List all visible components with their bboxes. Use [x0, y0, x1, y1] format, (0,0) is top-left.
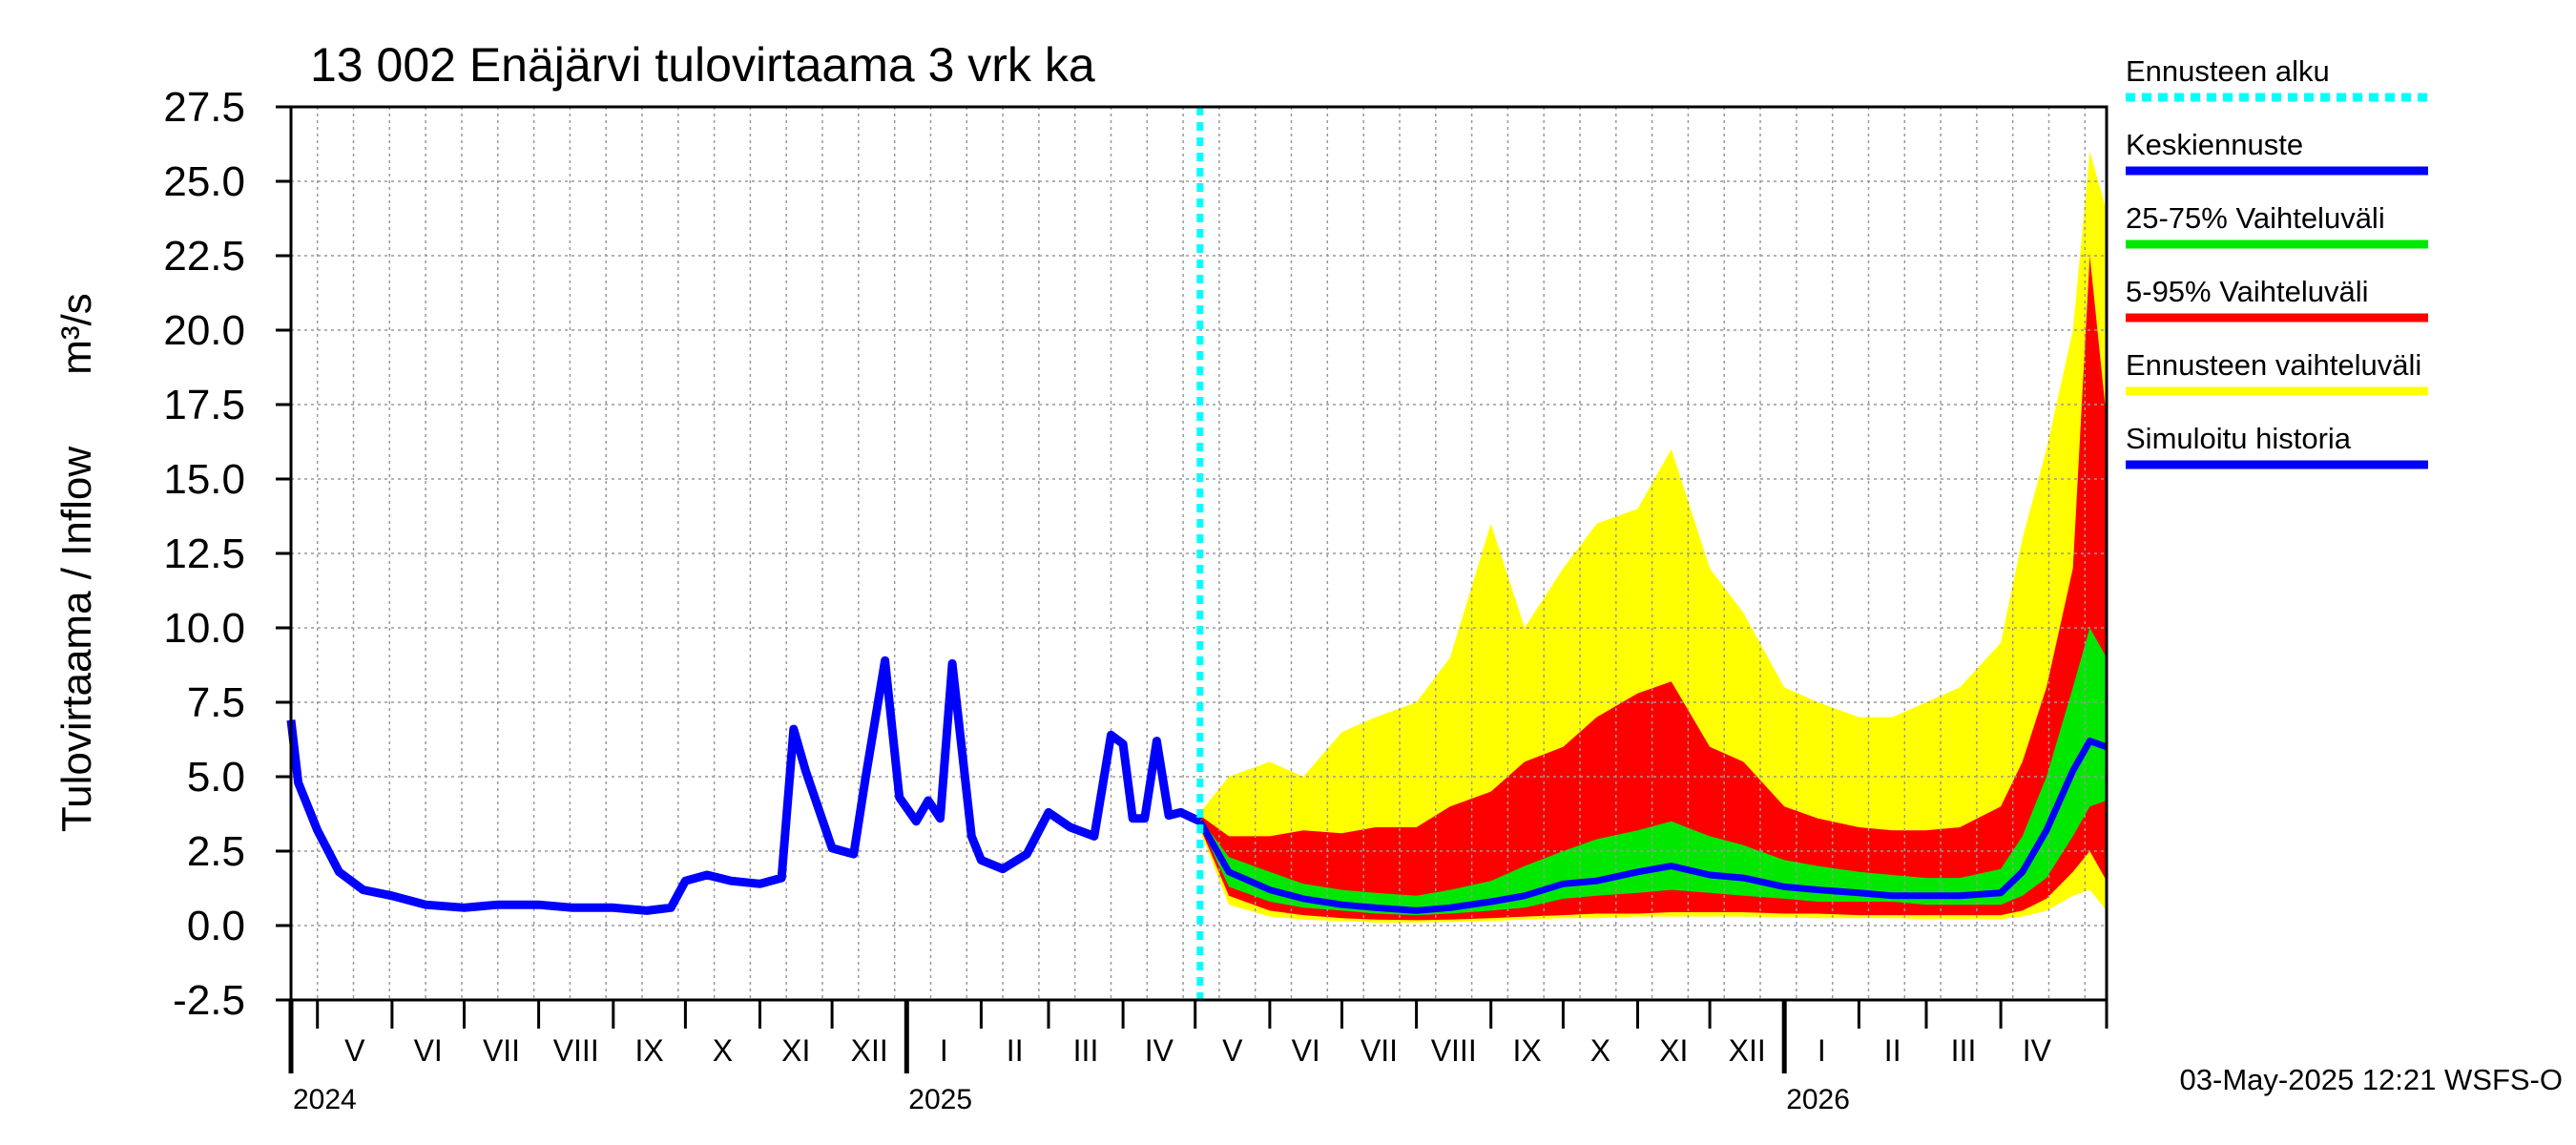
- y-axis-label: Tulovirtaama / Inflow: [53, 447, 100, 833]
- month-label: IX: [1512, 1033, 1541, 1068]
- y-tick-label: -2.5: [173, 977, 245, 1024]
- month-label: III: [1073, 1033, 1099, 1068]
- mean-forecast-line: [1196, 738, 2109, 914]
- month-label: V: [344, 1033, 365, 1068]
- month-label: IV: [1145, 1033, 1174, 1068]
- grid-lines: [291, 107, 2107, 1000]
- month-label: III: [1951, 1033, 1977, 1068]
- month-label: X: [713, 1033, 733, 1068]
- month-label: XI: [781, 1033, 810, 1068]
- y-tick-label: 12.5: [163, 531, 245, 577]
- month-label: VIII: [553, 1033, 599, 1068]
- range-band: [1199, 151, 2107, 923]
- year-label: 2026: [1786, 1084, 1850, 1115]
- p25-75-band: [1199, 628, 2107, 916]
- y-tick-label: 15.0: [163, 456, 245, 503]
- year-label: 2024: [293, 1084, 357, 1115]
- month-label: XI: [1659, 1033, 1688, 1068]
- chart-title: 13 002 Enäjärvi tulovirtaama 3 vrk ka: [310, 38, 1095, 92]
- year-label: 2025: [908, 1084, 972, 1115]
- month-label: II: [1884, 1033, 1901, 1068]
- y-tick-label: 20.0: [163, 307, 245, 354]
- month-label: VIII: [1431, 1033, 1477, 1068]
- month-label: VI: [1292, 1033, 1320, 1068]
- y-axis: -2.5 0.0 2.5 5.0 7.5 10.0 12.5 15.0 17.5 20.0 22.5…: [163, 84, 291, 1024]
- month-label: XII: [1729, 1033, 1766, 1068]
- month-label: I: [1818, 1033, 1826, 1068]
- month-label: V: [1222, 1033, 1243, 1068]
- month-label: II: [1007, 1033, 1024, 1068]
- timestamp-footer: 03-May-2025 12:21 WSFS-O: [2180, 1063, 2563, 1096]
- legend-label: Ennusteen alku: [2126, 54, 2330, 88]
- month-label: XII: [851, 1033, 888, 1068]
- month-label: VII: [483, 1033, 520, 1068]
- history-line: [286, 656, 1202, 915]
- y-tick-label: 22.5: [163, 233, 245, 280]
- y-tick-label: 10.0: [163, 605, 245, 652]
- legend-label: Keskiennuste: [2126, 128, 2303, 161]
- legend-label: Ennusteen vaihteluväli: [2126, 348, 2421, 382]
- y-tick-label: 2.5: [187, 828, 245, 875]
- y-tick-label: 5.0: [187, 754, 245, 801]
- y-tick-label: 7.5: [187, 679, 245, 726]
- month-label: IV: [2023, 1033, 2052, 1068]
- y-tick-label: 17.5: [163, 382, 245, 428]
- month-label: VII: [1361, 1033, 1398, 1068]
- y-axis-unit: m³/s: [53, 293, 100, 375]
- month-label: VI: [414, 1033, 443, 1068]
- month-label: X: [1590, 1033, 1610, 1068]
- y-tick-label: 27.5: [163, 84, 245, 131]
- x-axis: V VI VII VIII IX X XI XII I II III IV V VI VII VIII IX X X…: [288, 1000, 2109, 1115]
- legend: Ennusteen alku Keskiennuste 25-75% Vaihtel…: [2126, 54, 2428, 469]
- y-tick-label: 0.0: [187, 903, 245, 949]
- legend-label: 25-75% Vaihteluväli: [2126, 201, 2385, 235]
- legend-label: 5-95% Vaihteluväli: [2126, 275, 2368, 308]
- series-lines: [286, 107, 2109, 1000]
- y-tick-label: 25.0: [163, 158, 245, 205]
- month-label: I: [940, 1033, 948, 1068]
- month-label: IX: [634, 1033, 663, 1068]
- forecast-bands: [1199, 151, 2107, 923]
- legend-label: Simuloitu historia: [2126, 422, 2352, 455]
